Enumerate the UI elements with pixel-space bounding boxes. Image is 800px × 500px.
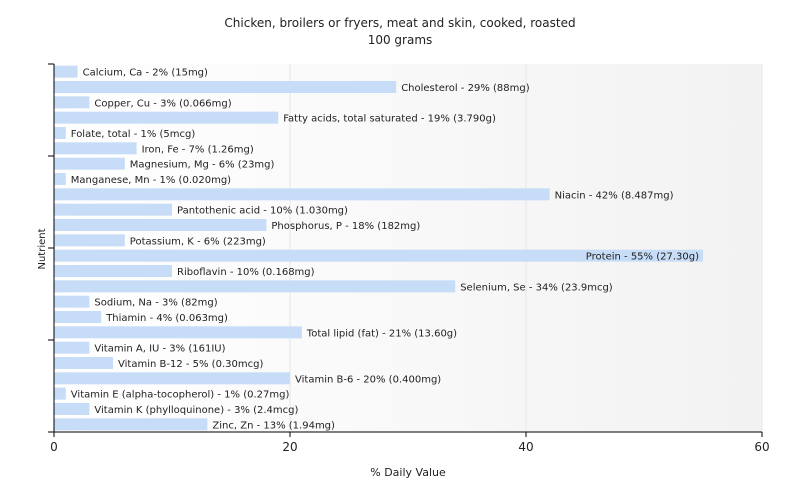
bar (54, 219, 267, 231)
x-tick-label: 20 (282, 440, 297, 454)
bar (54, 173, 66, 185)
bar (54, 111, 279, 124)
bar-label: Total lipid (fat) - 21% (13.60g) (306, 328, 457, 339)
bar-label: Vitamin K (phylloquinone) - 3% (2.4mcg) (94, 405, 298, 416)
bar-label: Pantothenic acid - 10% (1.030mg) (177, 206, 348, 217)
bar (54, 403, 90, 415)
bar (54, 234, 125, 247)
bar-label: Magnesium, Mg - 6% (23mg) (130, 160, 275, 171)
bar (54, 203, 172, 216)
bar (54, 295, 90, 308)
bar (54, 326, 302, 339)
bar-label: Phosphorus, P - 18% (182mg) (271, 221, 420, 232)
bar-label: Riboflavin - 10% (0.168mg) (177, 267, 315, 278)
x-tick-label: 40 (518, 440, 533, 454)
x-tick-label: 0 (50, 440, 58, 454)
bar (54, 357, 113, 369)
chart-title: Chicken, broilers or fryers, meat and sk… (224, 16, 575, 30)
bar-label: Manganese, Mn - 1% (0.020mg) (71, 175, 231, 186)
bar (54, 387, 66, 400)
x-tick-label: 60 (754, 440, 769, 454)
y-axis-label: Nutrient (37, 228, 48, 269)
bar (54, 372, 290, 385)
chart-subtitle: 100 grams (368, 33, 433, 47)
bar (54, 81, 397, 93)
bar-label: Zinc, Zn - 13% (1.94mg) (212, 420, 335, 431)
bar (54, 280, 456, 293)
bar (54, 418, 208, 431)
bar-label: Calcium, Ca - 2% (15mg) (83, 68, 208, 79)
bar-label: Iron, Fe - 7% (1.26mg) (142, 144, 254, 155)
bar-label: Thiamin - 4% (0.063mg) (105, 313, 228, 324)
bar-label: Folate, total - 1% (5mcg) (71, 129, 196, 140)
x-axis-label: % Daily Value (370, 466, 446, 479)
bar (54, 188, 550, 201)
plot-area: Calcium, Ca - 2% (15mg) Cholesterol - 29%… (48, 63, 770, 454)
bar (54, 96, 90, 109)
bar-label: Niacin - 42% (8.487mg) (555, 190, 674, 201)
bar-label: Vitamin E (alpha-tocopherol) - 1% (0.27m… (71, 390, 290, 401)
bar (54, 341, 90, 354)
bar-label: Protein - 55% (27.30g) (586, 252, 699, 263)
bar-label: Cholesterol - 29% (88mg) (401, 83, 530, 94)
bar-label: Selenium, Se - 34% (23.9mcg) (460, 282, 613, 293)
bar-label: Vitamin B-6 - 20% (0.400mg) (295, 374, 441, 385)
bar (54, 157, 125, 170)
bar-label: Sodium, Na - 3% (82mg) (94, 298, 217, 309)
bar-label: Fatty acids, total saturated - 19% (3.79… (283, 114, 496, 125)
bar (54, 311, 102, 323)
bar-label: Potassium, K - 6% (223mg) (130, 236, 266, 247)
bar-label: Vitamin B-12 - 5% (0.30mcg) (118, 359, 263, 370)
bar (54, 65, 78, 78)
bar-label: Vitamin A, IU - 3% (161IU) (94, 344, 225, 355)
bar (54, 249, 703, 262)
bar (54, 142, 137, 155)
bar-label: Copper, Cu - 3% (0.066mg) (94, 98, 231, 109)
bar (54, 265, 172, 277)
bar (54, 127, 66, 139)
plot-background (54, 64, 762, 432)
